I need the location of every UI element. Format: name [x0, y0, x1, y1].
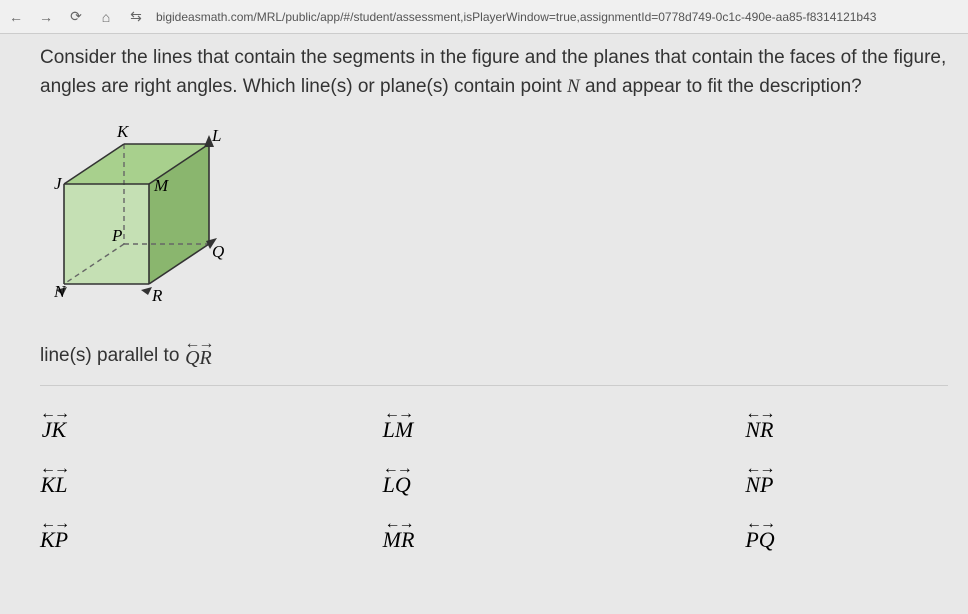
svg-text:J: J	[54, 174, 63, 193]
option-label: KP	[40, 529, 68, 551]
svg-text:M: M	[153, 176, 169, 195]
content-area: Consider the lines that contain the segm…	[0, 34, 968, 551]
question-point: N	[567, 76, 580, 97]
svg-text:N: N	[54, 282, 67, 301]
option-jk[interactable]: ←→JK	[40, 408, 68, 441]
back-icon[interactable]: ←	[8, 9, 24, 25]
prompt-line-symbol: ←→ QR	[184, 339, 212, 367]
prism-svg: J K L M N P Q R	[54, 119, 254, 314]
option-label: NP	[745, 474, 773, 496]
url-text: bigideasmath.com/MRL/public/app/#/studen…	[156, 10, 876, 24]
question-line2b: and appear to fit the description?	[580, 76, 862, 97]
svg-text:L: L	[211, 126, 221, 145]
prompt-line-label: QR	[185, 349, 212, 367]
option-label: MR	[383, 529, 415, 551]
forward-icon[interactable]: →	[38, 9, 54, 25]
site-info-icon[interactable]: ⇆	[128, 9, 144, 25]
question-text: Consider the lines that contain the segm…	[40, 44, 948, 101]
option-np[interactable]: ←→NP	[645, 463, 773, 496]
prompt-prefix: line(s) parallel to	[40, 345, 179, 367]
option-label: KL	[41, 474, 68, 496]
svg-text:Q: Q	[212, 242, 224, 261]
option-label: PQ	[745, 529, 774, 551]
options-grid: ←→JK ←→LM ←→NR ←→KL ←→LQ ←→NP ←→KP ←→MR …	[40, 385, 948, 552]
option-label: LQ	[383, 474, 411, 496]
svg-text:R: R	[151, 286, 163, 305]
svg-text:K: K	[116, 122, 130, 141]
browser-toolbar: ← → ⟳ ⌂ ⇆ bigideasmath.com/MRL/public/ap…	[0, 0, 968, 34]
question-line2a: angles are right angles. Which line(s) o…	[40, 76, 567, 97]
option-label: NR	[745, 419, 773, 441]
option-kp[interactable]: ←→KP	[40, 518, 68, 551]
prompt-text: line(s) parallel to ←→ QR	[40, 339, 948, 367]
option-lm[interactable]: ←→LM	[343, 408, 414, 441]
option-lq[interactable]: ←→LQ	[343, 463, 411, 496]
svg-text:P: P	[111, 226, 122, 245]
question-line1: Consider the lines that contain the segm…	[40, 47, 946, 68]
option-nr[interactable]: ←→NR	[645, 408, 773, 441]
option-pq[interactable]: ←→PQ	[645, 518, 774, 551]
option-label: LM	[383, 419, 414, 441]
home-icon[interactable]: ⌂	[98, 9, 114, 25]
prism-figure: J K L M N P Q R	[54, 119, 948, 319]
option-label: JK	[42, 419, 66, 441]
reload-icon[interactable]: ⟳	[68, 9, 84, 25]
option-mr[interactable]: ←→MR	[343, 518, 415, 551]
option-kl[interactable]: ←→KL	[40, 463, 68, 496]
